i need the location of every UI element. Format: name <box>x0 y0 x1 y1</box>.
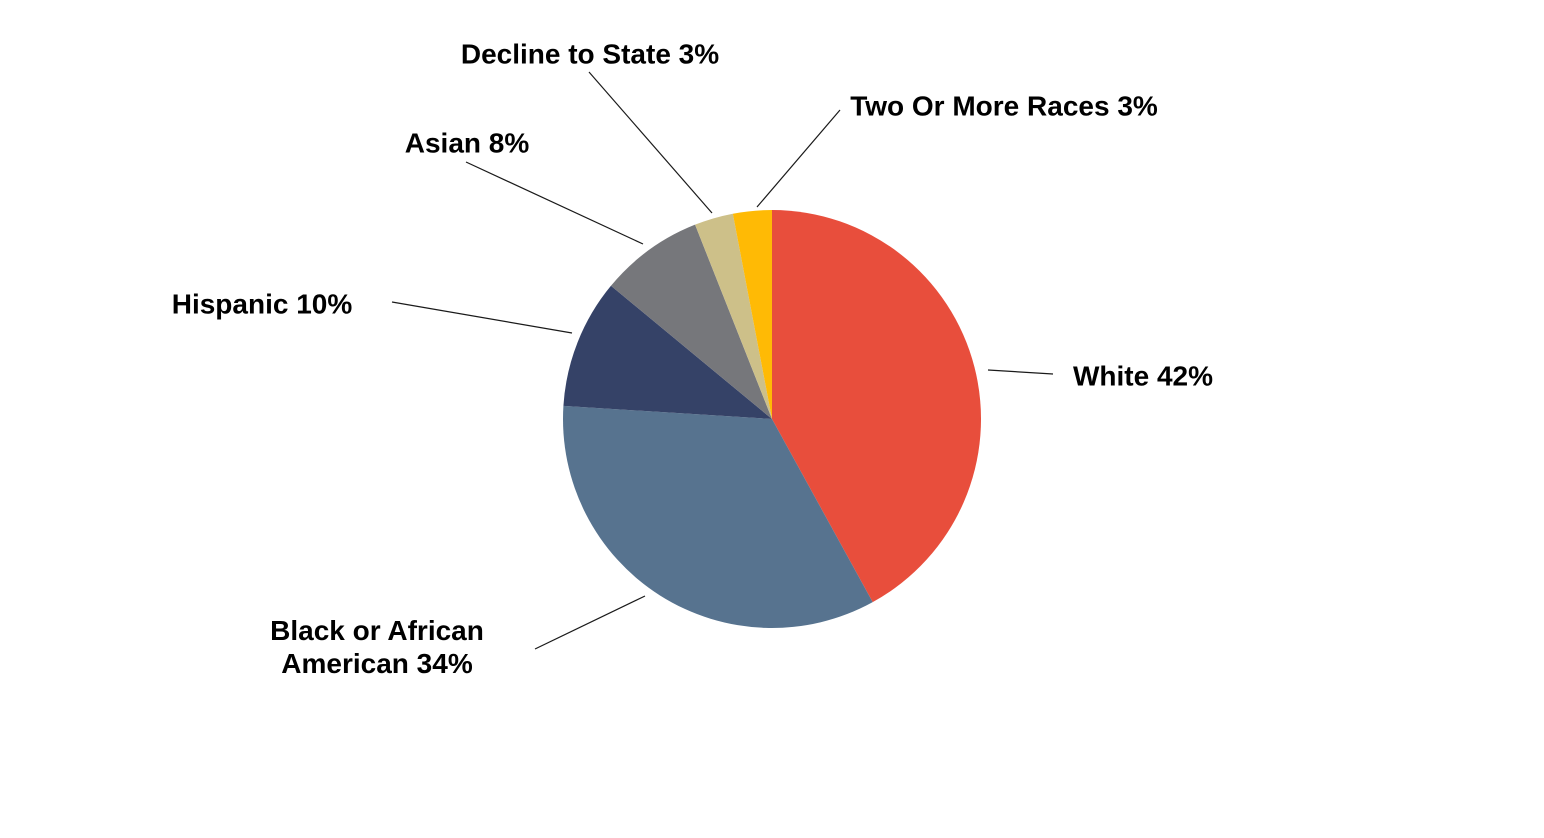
slice-label-white: White 42% <box>1072 360 1214 392</box>
slice-label-hispanic: Hispanic 10% <box>171 288 353 320</box>
pie-slice-two-or-more-races <box>732 210 772 419</box>
leader-line-hispanic <box>391 301 573 334</box>
leader-lines-group <box>391 71 1054 650</box>
leader-line-two-or-more-races <box>756 109 841 208</box>
pie-slice-decline-to-state <box>695 213 772 419</box>
leader-line-white <box>987 369 1054 375</box>
pie-slices-group <box>562 210 982 629</box>
slice-label-decline-to-state: Decline to State 3% <box>460 38 720 70</box>
pie-slice-black-or-african-american <box>562 405 873 629</box>
leader-line-asian <box>465 161 644 245</box>
leader-line-black-or-african-american <box>534 595 646 650</box>
pie-slice-hispanic <box>563 285 772 419</box>
slice-label-asian: Asian 8% <box>404 127 530 159</box>
leader-line-decline-to-state <box>588 71 713 214</box>
slice-label-two-or-more-races: Two Or More Races 3% <box>850 90 1158 122</box>
pie-slice-asian <box>610 224 772 419</box>
slice-label-black-or-african-american: Black or African American 34% <box>270 614 484 679</box>
pie-slice-white <box>772 210 982 603</box>
